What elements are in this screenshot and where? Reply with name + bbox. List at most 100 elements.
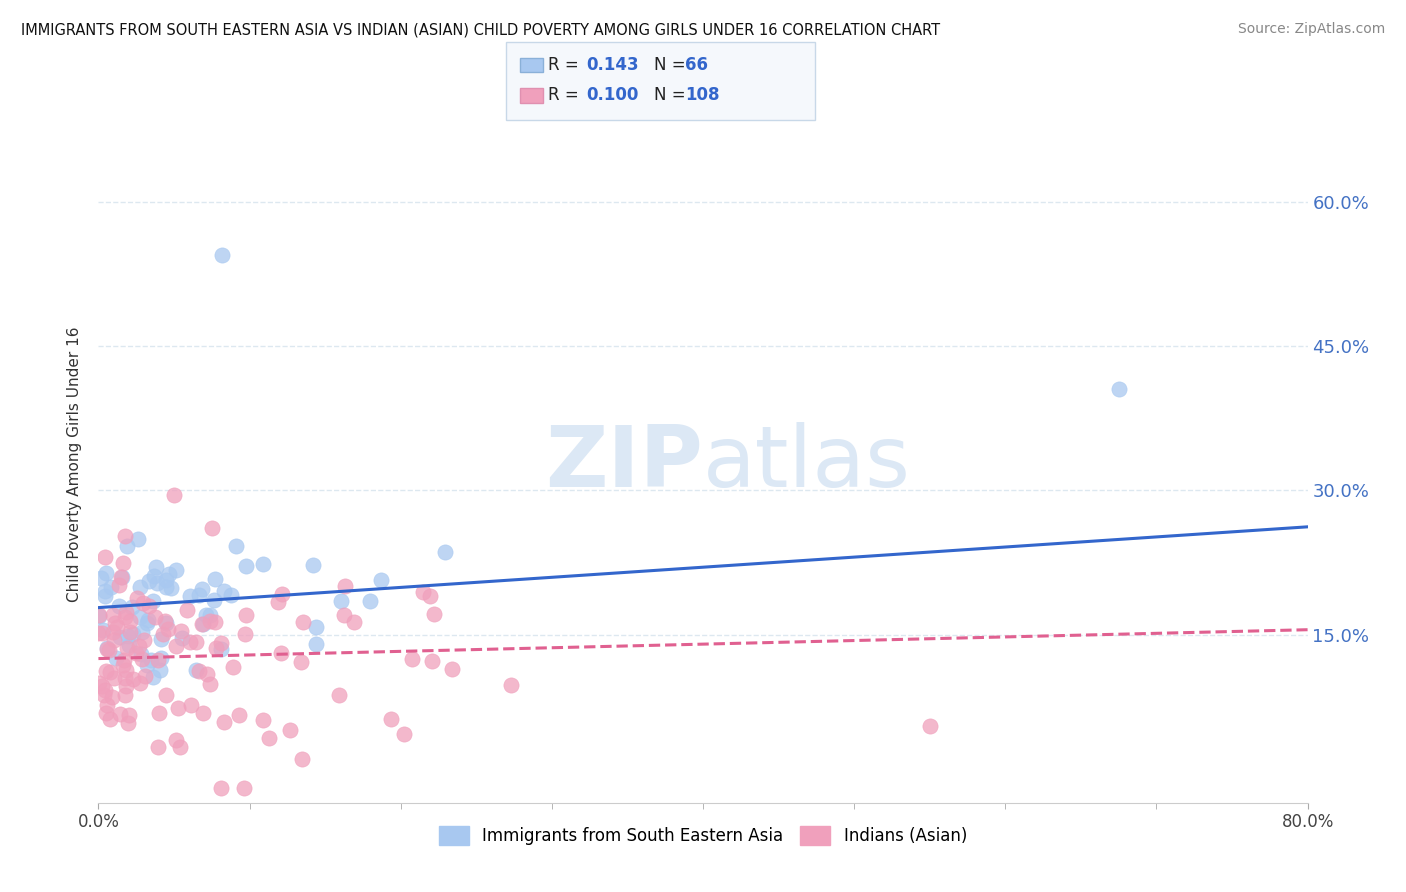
Point xyxy=(96,641,118,656)
Text: Source: ZipAtlas.com: Source: ZipAtlas.com xyxy=(1237,22,1385,37)
Point xyxy=(142,670,165,684)
Point xyxy=(201,521,224,535)
Point xyxy=(155,580,177,594)
Point xyxy=(89,608,111,623)
Point xyxy=(159,581,181,595)
Point xyxy=(94,566,117,581)
Point xyxy=(115,679,138,693)
Point xyxy=(252,557,274,571)
Point xyxy=(128,610,150,624)
Point xyxy=(136,615,159,630)
Point xyxy=(401,652,423,666)
Point xyxy=(114,688,136,702)
Point xyxy=(129,676,152,690)
Point xyxy=(131,652,153,666)
Point xyxy=(97,643,120,657)
Point xyxy=(112,658,135,673)
Point xyxy=(170,624,193,638)
Point xyxy=(271,587,294,601)
Point xyxy=(146,653,169,667)
Point xyxy=(204,615,226,629)
Point xyxy=(101,607,124,622)
Point xyxy=(209,636,232,650)
Point xyxy=(118,707,141,722)
Point xyxy=(170,631,193,645)
Point xyxy=(278,723,301,737)
Point xyxy=(107,619,129,633)
Point xyxy=(195,608,218,623)
Point xyxy=(117,716,139,731)
Point xyxy=(104,616,127,631)
Point xyxy=(155,573,177,587)
Point xyxy=(270,646,292,660)
Point xyxy=(305,620,328,634)
Point xyxy=(142,594,165,608)
Point xyxy=(359,594,381,608)
Point xyxy=(190,582,212,597)
Point xyxy=(117,629,139,643)
Point xyxy=(150,650,173,665)
Point xyxy=(211,248,233,262)
Point xyxy=(111,556,134,570)
Point xyxy=(225,539,247,553)
Point xyxy=(157,622,180,636)
Y-axis label: Child Poverty Among Girls Under 16: Child Poverty Among Girls Under 16 xyxy=(67,326,83,601)
Point xyxy=(101,690,124,705)
Point xyxy=(222,660,245,674)
Point xyxy=(165,563,187,577)
Point xyxy=(138,599,160,613)
Point xyxy=(380,712,402,726)
Point xyxy=(87,609,110,624)
Point xyxy=(204,640,226,655)
Point xyxy=(93,583,115,598)
Point xyxy=(90,679,112,693)
Point xyxy=(330,594,353,608)
Point xyxy=(187,588,209,602)
Point xyxy=(153,614,176,628)
Point xyxy=(131,624,153,639)
Point xyxy=(291,615,314,629)
Point xyxy=(433,545,456,559)
Point xyxy=(202,592,225,607)
Point xyxy=(212,714,235,729)
Point xyxy=(188,664,211,678)
Point xyxy=(112,653,135,667)
Point xyxy=(1108,382,1130,396)
Text: 0.100: 0.100 xyxy=(586,87,638,104)
Point xyxy=(87,626,110,640)
Point xyxy=(125,591,148,606)
Point xyxy=(219,588,242,602)
Point xyxy=(195,667,218,681)
Text: IMMIGRANTS FROM SOUTH EASTERN ASIA VS INDIAN (ASIAN) CHILD POVERTY AMONG GIRLS U: IMMIGRANTS FROM SOUTH EASTERN ASIA VS IN… xyxy=(21,22,941,37)
Point xyxy=(118,638,141,652)
Point xyxy=(209,642,232,657)
Point xyxy=(98,665,121,679)
Point xyxy=(166,640,188,654)
Point xyxy=(128,640,150,654)
Point xyxy=(343,615,366,630)
Point xyxy=(328,688,350,702)
Point xyxy=(146,740,169,755)
Point xyxy=(169,740,191,755)
Point xyxy=(105,651,128,665)
Point xyxy=(98,712,121,726)
Point xyxy=(96,642,118,657)
Point xyxy=(214,584,236,599)
Point xyxy=(145,559,167,574)
Point xyxy=(108,707,131,722)
Point xyxy=(302,558,325,573)
Point xyxy=(419,589,441,603)
Point xyxy=(94,683,117,698)
Text: R =: R = xyxy=(548,56,585,74)
Point xyxy=(115,540,138,554)
Point xyxy=(370,573,392,587)
Point xyxy=(267,594,290,608)
Point xyxy=(143,569,166,583)
Point xyxy=(146,575,169,590)
Point xyxy=(235,607,257,622)
Text: ZIP: ZIP xyxy=(546,422,703,506)
Point xyxy=(96,664,118,678)
Point xyxy=(143,609,166,624)
Point xyxy=(121,627,143,641)
Point xyxy=(90,571,112,585)
